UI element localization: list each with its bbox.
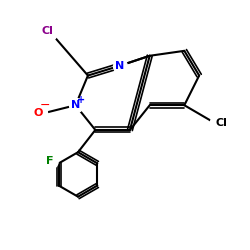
Text: Cl: Cl xyxy=(41,26,53,36)
Text: O: O xyxy=(34,108,43,118)
Text: Cl: Cl xyxy=(216,118,227,128)
Text: N: N xyxy=(71,100,80,110)
Text: +: + xyxy=(77,95,85,105)
Text: N: N xyxy=(116,61,125,71)
Text: −: − xyxy=(40,99,50,112)
Text: F: F xyxy=(46,156,54,166)
